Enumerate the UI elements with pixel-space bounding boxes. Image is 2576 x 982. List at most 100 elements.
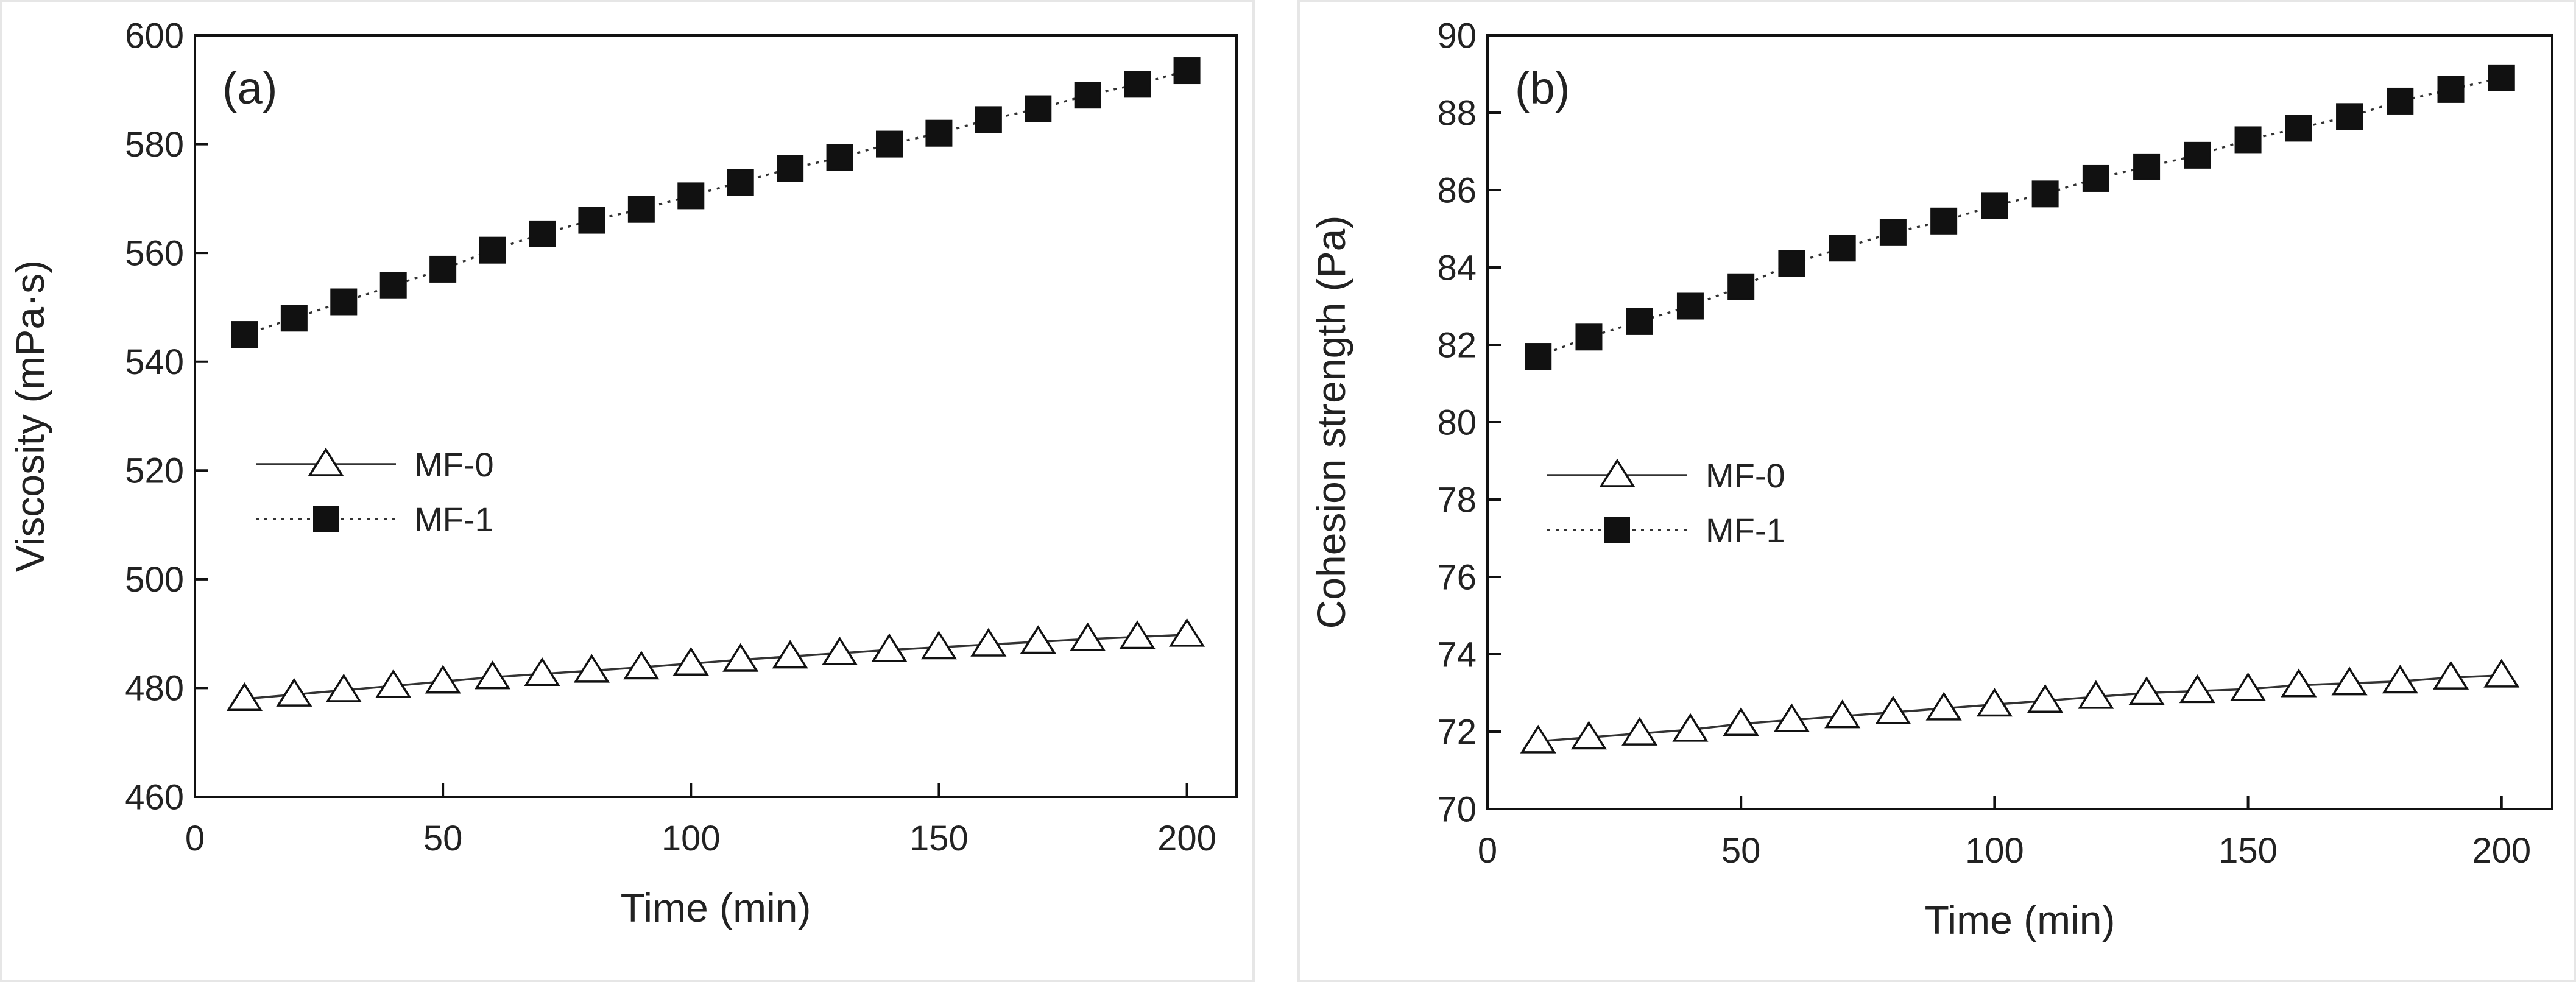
data-point-mf-0 — [1925, 691, 1962, 721]
data-point-mf-1 — [1525, 343, 1552, 370]
data-point-mf-1 — [1829, 235, 1856, 262]
y-tick-label: 90 — [1437, 16, 1477, 55]
legend-label-mf-1: MF-1 — [414, 500, 494, 539]
x-tick-label: 200 — [2472, 831, 2531, 871]
legend-label-mf-0: MF-0 — [414, 445, 494, 484]
data-point-mf-0 — [1672, 713, 1709, 742]
data-point-mf-0 — [2179, 674, 2215, 704]
data-point-mf-1 — [727, 169, 754, 196]
data-point-mf-0 — [623, 651, 660, 680]
data-point-mf-1 — [1981, 192, 2008, 219]
panel-label: (a) — [222, 63, 277, 113]
data-point-mf-1 — [1727, 273, 1755, 300]
data-point-mf-0 — [871, 633, 908, 662]
legend-marker-mf-1 — [313, 506, 339, 532]
data-point-mf-0 — [2432, 660, 2469, 690]
data-point-mf-0 — [772, 640, 808, 669]
data-point-mf-0 — [822, 636, 858, 666]
panel-label: (b) — [1515, 63, 1570, 113]
data-point-mf-1 — [1025, 95, 1052, 122]
y-axis-label: Cohesion strength (Pa) — [1308, 216, 1353, 629]
y-tick-label: 82 — [1437, 325, 1477, 365]
data-point-mf-0 — [2128, 676, 2165, 705]
data-point-mf-1 — [677, 182, 705, 210]
data-point-mf-0 — [1723, 707, 1759, 736]
data-point-mf-1 — [1626, 308, 1653, 335]
data-point-mf-0 — [2331, 666, 2368, 696]
data-point-mf-0 — [722, 643, 759, 672]
y-tick-label: 70 — [1437, 789, 1477, 829]
data-point-mf-0 — [1520, 724, 1556, 754]
data-point-mf-1 — [529, 220, 556, 247]
data-point-mf-0 — [2027, 684, 2064, 713]
data-point-mf-1 — [2488, 64, 2515, 91]
x-tick-label: 100 — [662, 819, 721, 858]
data-point-mf-1 — [1575, 323, 1603, 351]
x-tick-label: 50 — [423, 819, 463, 858]
data-point-mf-1 — [429, 255, 457, 283]
y-tick-label: 580 — [125, 125, 184, 164]
x-tick-label: 150 — [2218, 831, 2278, 871]
y-tick-label: 78 — [1437, 480, 1477, 520]
panel-a: 460 480 500 520 540 560 580 600 0 50 100 150 200 Time… — [0, 0, 1255, 982]
data-point-mf-1 — [1879, 219, 1907, 246]
data-point-mf-1 — [2285, 115, 2312, 142]
data-point-mf-0 — [672, 646, 709, 676]
y-tick-label: 520 — [125, 451, 184, 491]
data-point-mf-1 — [2336, 103, 2363, 130]
data-point-mf-0 — [375, 669, 412, 698]
data-point-mf-0 — [1773, 703, 1810, 732]
y-tick-label: 600 — [125, 16, 184, 55]
y-tick-label: 76 — [1437, 557, 1477, 597]
x-tick-label: 150 — [909, 819, 969, 858]
x-axis-label: Time (min) — [621, 885, 811, 930]
data-point-mf-1 — [578, 207, 605, 234]
data-point-mf-1 — [826, 144, 853, 171]
x-tick-label: 100 — [1965, 831, 2024, 871]
data-point-mf-0 — [1119, 620, 1156, 649]
data-point-mf-1 — [2437, 76, 2465, 103]
data-point-mf-1 — [231, 321, 258, 348]
data-point-mf-0 — [475, 660, 511, 690]
chart-a-svg: 460 480 500 520 540 560 580 600 0 50 100 150 200 Time… — [7, 16, 1238, 930]
y-tick-label: 80 — [1437, 403, 1477, 442]
x-tick-label: 50 — [1721, 831, 1761, 871]
data-point-mf-0 — [1621, 716, 1658, 746]
data-point-mf-0 — [2483, 659, 2520, 688]
data-point-mf-0 — [1824, 699, 1861, 729]
y-tick-label: 540 — [125, 342, 184, 382]
plot-frame — [194, 34, 1238, 798]
data-point-mf-1 — [1930, 207, 1958, 235]
data-point-mf-1 — [975, 106, 1002, 133]
data-point-mf-1 — [777, 155, 804, 182]
data-point-mf-1 — [1124, 71, 1151, 98]
data-point-mf-1 — [2031, 180, 2059, 208]
data-point-mf-0 — [920, 631, 957, 660]
data-point-mf-1 — [280, 305, 308, 332]
y-tick-label: 560 — [125, 233, 184, 273]
data-point-mf-1 — [2234, 126, 2262, 154]
legend-label-mf-0: MF-0 — [1706, 456, 1785, 495]
y-tick-label: 480 — [125, 669, 184, 708]
y-tick-label: 84 — [1437, 248, 1477, 288]
data-point-mf-1 — [2082, 164, 2109, 192]
legend-marker-mf-0 — [308, 447, 344, 476]
y-tick-label: 72 — [1437, 712, 1477, 752]
y-tick-label: 86 — [1437, 171, 1477, 210]
data-point-mf-0 — [425, 665, 461, 694]
data-point-mf-1 — [1173, 57, 1201, 85]
legend-marker-mf-0 — [1599, 458, 1636, 487]
y-tick-label: 460 — [125, 777, 184, 817]
y-tick-label: 88 — [1437, 93, 1477, 133]
data-point-mf-1 — [627, 196, 655, 223]
legend-label-mf-1: MF-1 — [1706, 511, 1785, 549]
data-point-mf-1 — [330, 288, 358, 316]
data-point-mf-1 — [1778, 250, 1805, 277]
data-point-mf-0 — [573, 654, 610, 683]
y-tick-label: 500 — [125, 560, 184, 599]
data-point-mf-0 — [226, 682, 263, 712]
data-point-mf-0 — [2382, 665, 2418, 694]
data-point-mf-0 — [2078, 680, 2114, 709]
x-tick-label: 0 — [185, 819, 205, 858]
